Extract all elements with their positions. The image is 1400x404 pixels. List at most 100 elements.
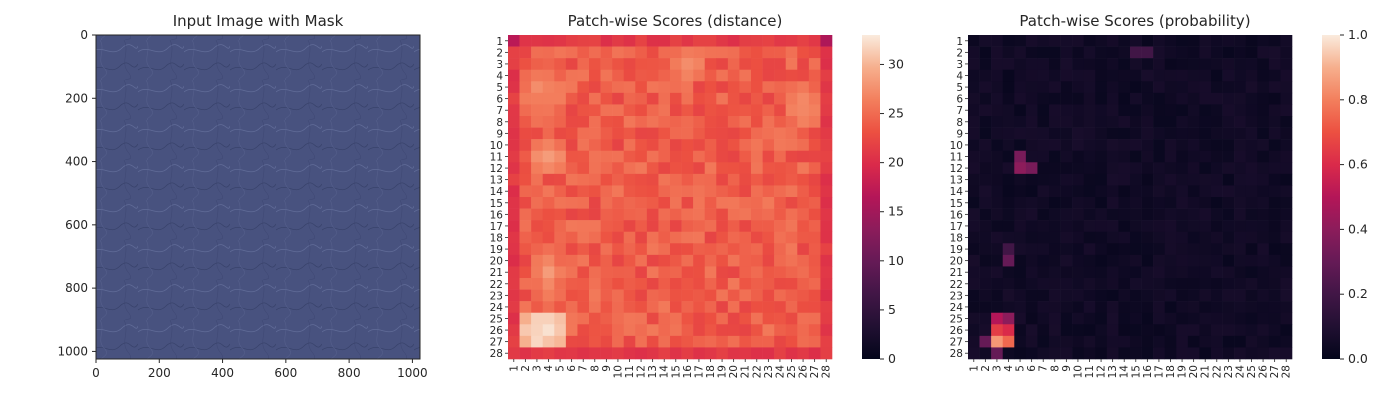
heatmap-cell <box>577 289 590 302</box>
heatmap-cell <box>1002 208 1015 221</box>
heatmap-cell <box>1153 220 1166 233</box>
heatmap-cell <box>820 46 833 59</box>
heatmap-cell <box>991 58 1004 71</box>
heatmap-cell <box>979 347 992 360</box>
heatmap-cell <box>1014 69 1027 82</box>
heatmap-cell <box>1060 278 1073 290</box>
heatmap-cell <box>531 116 544 128</box>
heatmap-cell <box>1234 289 1247 302</box>
heatmap-cell <box>565 150 578 163</box>
heatmap-cell <box>1187 278 1200 290</box>
heatmap-cell <box>785 69 798 82</box>
heatmap-cell <box>1257 208 1270 221</box>
heatmap-cell <box>1025 69 1038 82</box>
heatmap-cell <box>704 69 717 82</box>
heatmap-cell <box>1245 104 1258 117</box>
heatmap-cell <box>1199 220 1212 233</box>
col-tick-label: 4 <box>543 365 555 372</box>
heatmap-cell <box>739 139 752 152</box>
heatmap-cell <box>635 208 648 221</box>
heatmap-cell <box>1222 92 1235 105</box>
heatmap-cell <box>727 266 740 279</box>
heatmap-cell <box>1257 335 1270 348</box>
heatmap-cell <box>589 35 601 47</box>
heatmap-cell <box>1141 347 1154 360</box>
heatmap-cell <box>1060 254 1073 267</box>
heatmap-cell <box>508 46 520 59</box>
distance-colorbar <box>862 35 880 359</box>
heatmap-cell <box>1211 266 1223 279</box>
heatmap-cell <box>991 312 1004 325</box>
heatmap-cell <box>979 231 992 244</box>
input-image-title: Input Image with Mask <box>173 12 344 30</box>
row-tick-label: 14 <box>490 186 504 198</box>
heatmap-cell <box>531 69 544 82</box>
heatmap-cell <box>1268 185 1281 198</box>
heatmap-cell <box>774 243 787 256</box>
heatmap-cell <box>1245 208 1258 221</box>
heatmap-cell <box>1199 46 1212 59</box>
heatmap-cell <box>1222 254 1235 267</box>
col-tick-label: 2 <box>520 365 532 372</box>
heatmap-cell <box>1083 162 1096 175</box>
heatmap-cell <box>589 92 601 105</box>
heatmap-cell <box>1106 162 1119 175</box>
heatmap-cell <box>1049 185 1061 198</box>
heatmap-cell <box>542 208 555 221</box>
heatmap-cell <box>704 220 717 233</box>
heatmap-cell <box>797 116 810 128</box>
heatmap-cell <box>991 278 1004 290</box>
heatmap-cell <box>519 104 532 117</box>
heatmap-cell <box>1037 243 1050 256</box>
heatmap-cell <box>577 104 590 117</box>
heatmap-cell <box>1095 197 1108 209</box>
heatmap-cell <box>1176 58 1189 71</box>
heatmap-cell <box>1280 173 1293 186</box>
col-tick-label: 25 <box>1246 365 1258 378</box>
heatmap-cell <box>1257 347 1270 360</box>
heatmap-cell <box>1083 58 1096 71</box>
heatmap-cell <box>1060 289 1073 302</box>
heatmap-cell <box>646 278 659 290</box>
heatmap-cell <box>774 46 787 59</box>
col-tick-label: 28 <box>821 365 833 378</box>
col-tick-label: 15 <box>670 365 682 378</box>
heatmap-cell <box>623 220 636 233</box>
heatmap-cell <box>693 278 706 290</box>
heatmap-cell <box>612 208 625 221</box>
heatmap-cell <box>542 58 555 71</box>
heatmap-cell <box>1025 104 1038 117</box>
heatmap-cell <box>565 220 578 233</box>
heatmap-cell <box>612 173 625 186</box>
heatmap-cell <box>531 324 544 337</box>
heatmap-cell <box>1257 266 1270 279</box>
heatmap-cell <box>1234 58 1247 71</box>
heatmap-cell <box>1199 185 1212 198</box>
heatmap-cell <box>1049 92 1061 105</box>
heatmap-cell <box>1072 173 1085 186</box>
heatmap-cell <box>577 335 590 348</box>
heatmap-cell <box>1245 335 1258 348</box>
heatmap-cell <box>716 335 729 348</box>
heatmap-cell <box>1095 150 1108 163</box>
heatmap-cell <box>612 139 625 152</box>
heatmap-cell <box>1095 347 1108 360</box>
heatmap-cell <box>797 69 810 82</box>
heatmap-cell <box>1118 46 1131 59</box>
heatmap-cell <box>1222 324 1235 337</box>
heatmap-cell <box>554 278 567 290</box>
y-tick-label: 0 <box>80 28 88 42</box>
heatmap-cell <box>785 185 798 198</box>
heatmap-cell <box>1014 139 1027 152</box>
heatmap-cell <box>1002 116 1015 128</box>
heatmap-cell <box>658 150 671 163</box>
heatmap-cell <box>704 278 717 290</box>
heatmap-cell <box>979 335 992 348</box>
col-tick-label: 8 <box>1049 365 1061 372</box>
heatmap-cell <box>531 266 544 279</box>
heatmap-cell <box>519 92 532 105</box>
heatmap-cell <box>635 324 648 337</box>
heatmap-cell <box>1164 92 1177 105</box>
col-tick-label: 5 <box>555 365 567 372</box>
heatmap-cell <box>1234 243 1247 256</box>
